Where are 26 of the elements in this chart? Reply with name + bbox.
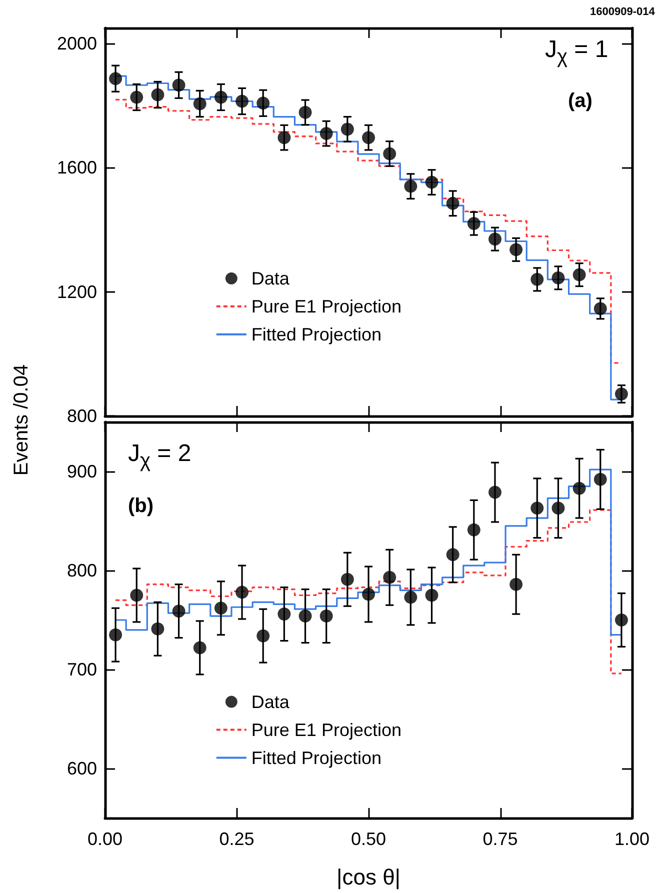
annotation: (b): [128, 495, 154, 518]
y-tick-label: 800: [66, 560, 97, 580]
y-tick-label: 1200: [56, 282, 97, 302]
x-tick-label: 0.00: [87, 829, 123, 849]
y-tick-label: 800: [66, 406, 97, 426]
x-tick-label: 0.50: [350, 829, 386, 849]
legend-label: Fitted Projection: [251, 748, 382, 768]
annotation: (a): [568, 90, 592, 113]
annotation: J$_{χ}$ = 2: [128, 440, 192, 473]
legend-label: Data: [251, 268, 290, 288]
x-axis-title: |cos θ|: [336, 864, 401, 890]
text: 1600909-014: [590, 6, 655, 18]
x-tick-label: 1.00: [614, 829, 650, 849]
legend-label: Data: [251, 692, 290, 712]
legend-label: Pure E1 Projection: [251, 720, 402, 740]
y-tick-label: 700: [66, 660, 97, 680]
y-tick-label: 900: [66, 462, 97, 482]
y-axis-title: Events /0.04: [10, 364, 34, 476]
x-tick-label: 0.25: [219, 829, 254, 849]
y-tick-label: 1600: [56, 158, 97, 178]
legend-label: Fitted Projection: [251, 324, 382, 344]
y-tick-label: 600: [66, 758, 97, 778]
legend-label: Pure E1 Projection: [251, 296, 402, 316]
y-tick-label: 2000: [56, 34, 97, 54]
annotation: J$_{χ}$ = 1: [545, 36, 608, 69]
x-tick-label: 0.75: [482, 829, 518, 849]
